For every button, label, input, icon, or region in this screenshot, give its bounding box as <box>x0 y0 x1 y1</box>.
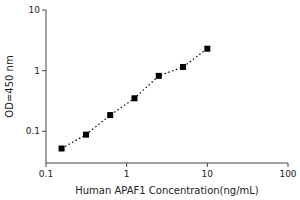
y-tick-label: 0.1 <box>26 126 40 136</box>
y-tick-label: 10 <box>29 5 41 15</box>
x-tick <box>288 163 289 167</box>
x-tick-label: 10 <box>202 169 214 179</box>
x-tick-label: 100 <box>279 169 296 179</box>
chart-container: 0.1 1 10 100 0.1 1 10 Human APAF1 Concentration… <box>0 0 300 200</box>
y-tick <box>42 10 46 11</box>
y-tick <box>42 131 46 132</box>
data-point <box>156 73 162 79</box>
data-point <box>131 95 137 101</box>
y-axis-line <box>46 10 47 163</box>
x-tick-label: 1 <box>124 169 130 179</box>
data-point <box>59 146 65 152</box>
data-point <box>204 46 210 52</box>
data-point <box>83 132 89 138</box>
plot-data <box>59 46 211 152</box>
x-tick <box>207 163 208 167</box>
y-tick <box>42 70 46 71</box>
data-point <box>107 112 113 118</box>
y-axis-label: OD=450 nm <box>4 55 15 117</box>
y-tick-label: 1 <box>34 66 40 76</box>
x-tick <box>126 163 127 167</box>
data-line <box>62 49 208 149</box>
data-point <box>180 64 186 70</box>
chart-svg: 0.1 1 10 100 0.1 1 10 Human APAF1 Concentration… <box>0 0 300 200</box>
x-axis-line <box>46 163 288 164</box>
x-tick <box>46 163 47 167</box>
x-tick-label: 0.1 <box>39 169 53 179</box>
x-axis-label: Human APAF1 Concentration(ng/mL) <box>75 185 259 196</box>
